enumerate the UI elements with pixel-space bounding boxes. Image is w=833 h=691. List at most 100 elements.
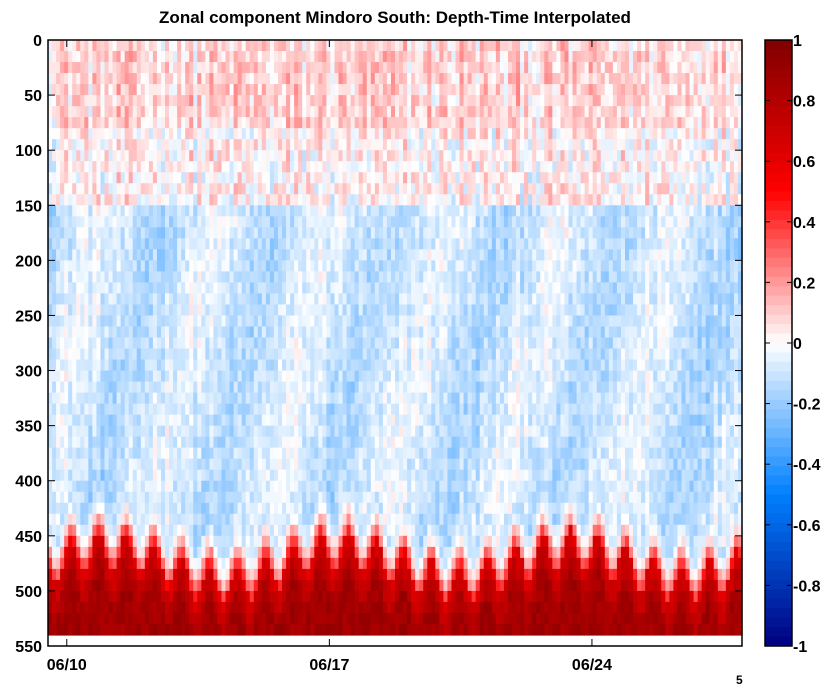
heatmap-cell (298, 326, 303, 339)
heatmap-cell (209, 436, 215, 449)
heatmap-cell (395, 40, 400, 52)
heatmap-cell (261, 282, 267, 295)
heatmap-cell (399, 183, 404, 195)
heatmap-cell (382, 326, 388, 339)
heatmap-cell (84, 469, 89, 482)
heatmap-cell (249, 513, 255, 526)
heatmap-cell (72, 348, 77, 361)
heatmap-cell (233, 315, 239, 328)
heatmap-cell (104, 271, 110, 283)
heatmap-cell (124, 546, 130, 559)
heatmap-cell (104, 150, 110, 162)
heatmap-cell (395, 568, 400, 581)
heatmap-cell (229, 106, 235, 118)
heatmap-cell (181, 337, 186, 350)
heatmap-cell (84, 403, 89, 416)
heatmap-cell (60, 150, 65, 162)
heatmap-cell (342, 601, 348, 614)
heatmap-cell (261, 249, 267, 261)
heatmap-cell (96, 370, 102, 383)
heatmap-cell (144, 172, 150, 184)
heatmap-cell (60, 293, 65, 306)
heatmap-cell (374, 557, 380, 570)
heatmap-cell (132, 271, 138, 283)
heatmap-cell (120, 381, 126, 394)
heatmap-cell (362, 557, 368, 570)
heatmap-cell (205, 150, 210, 162)
heatmap-cell (100, 612, 106, 625)
heatmap-cell (265, 282, 271, 295)
heatmap-cell (108, 40, 114, 52)
heatmap-cell (249, 84, 255, 96)
heatmap-cell (302, 469, 307, 482)
heatmap-cell (322, 502, 327, 515)
heatmap-cell (269, 117, 275, 129)
heatmap-cell (298, 73, 303, 85)
heatmap-cell (290, 249, 295, 261)
heatmap-cell (298, 447, 303, 460)
heatmap-cell (185, 447, 190, 460)
heatmap-cell (322, 183, 327, 195)
heatmap-cell (96, 612, 102, 625)
heatmap-cell (245, 282, 251, 295)
heatmap-cell (415, 205, 420, 217)
heatmap-cell (269, 326, 275, 339)
heatmap-cell (225, 95, 231, 107)
heatmap-cell (265, 447, 271, 460)
heatmap-cell (382, 216, 388, 228)
heatmap-cell (366, 524, 372, 537)
heatmap-cell (197, 425, 202, 438)
heatmap-cell (415, 359, 420, 372)
heatmap-cell (298, 139, 303, 151)
heatmap-cell (342, 260, 348, 272)
heatmap-cell (322, 84, 327, 96)
heatmap-cell (407, 84, 412, 96)
heatmap-cell (419, 40, 424, 52)
heatmap-cell (298, 183, 303, 195)
heatmap-cell (282, 95, 287, 107)
heatmap-cell (286, 359, 291, 372)
heatmap-cell (84, 95, 89, 107)
heatmap-cell (88, 370, 93, 383)
heatmap-cell (330, 150, 336, 162)
heatmap-cell (253, 326, 259, 339)
heatmap-cell (72, 425, 77, 438)
heatmap-cell (233, 260, 239, 272)
heatmap-cell (120, 315, 126, 328)
heatmap-cell (233, 293, 239, 306)
heatmap-cell (382, 238, 388, 250)
heatmap-cell (116, 337, 122, 350)
heatmap-cell (415, 84, 420, 96)
heatmap-cell (411, 524, 416, 537)
heatmap-cell (140, 480, 146, 493)
heatmap-cell (213, 546, 219, 559)
heatmap-cell (80, 392, 85, 405)
heatmap-cell (160, 271, 166, 283)
heatmap-cell (249, 282, 255, 295)
heatmap-cell (338, 480, 344, 493)
heatmap-cell (76, 458, 81, 471)
heatmap-cell (257, 601, 263, 614)
heatmap-cell (76, 304, 81, 317)
heatmap-cell (326, 623, 332, 636)
heatmap-cell (277, 535, 283, 548)
heatmap-cell (370, 40, 376, 52)
heatmap-cell (64, 326, 69, 339)
heatmap-cell (407, 392, 412, 405)
heatmap-cell (128, 568, 134, 581)
heatmap-cell (165, 150, 170, 162)
heatmap-cell (124, 172, 130, 184)
heatmap-cell (68, 128, 73, 140)
heatmap-cell (350, 128, 356, 140)
heatmap-cell (197, 359, 202, 372)
heatmap-cell (399, 392, 404, 405)
heatmap-cell (338, 447, 344, 460)
heatmap-cell (156, 458, 162, 471)
heatmap-cell (286, 557, 291, 570)
heatmap-cell (68, 84, 73, 96)
heatmap-cell (173, 117, 178, 129)
heatmap-cell (120, 370, 126, 383)
heatmap-cell (350, 601, 356, 614)
heatmap-cell (241, 623, 247, 636)
heatmap-cell (241, 557, 247, 570)
